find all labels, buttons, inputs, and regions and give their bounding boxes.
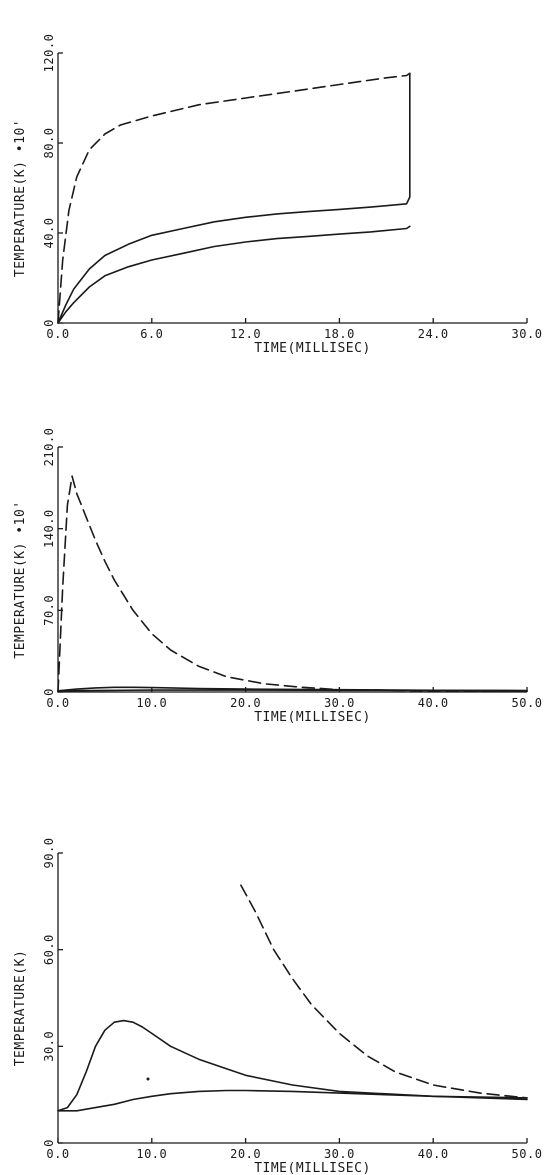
x-axis-label: TIME(MILLISEC) (254, 341, 371, 356)
x-tick-label: 50.0 (512, 696, 543, 710)
y-tick-label: 60.0 (42, 934, 56, 965)
y-tick-label: 70.0 (42, 595, 56, 626)
x-tick-label: 0.0 (46, 1147, 69, 1161)
x-tick-label: 30.0 (512, 327, 543, 341)
chart-3: 0.0 10.0 20.0 30.0 40.0 50.0 0 30.0 60.0 90.0 TIME… (13, 838, 542, 1175)
stray-mark (146, 1077, 150, 1081)
series-line-1 (57, 72, 411, 324)
x-tick-label: 0.0 (46, 696, 69, 710)
chart-1: 0.0 6.0 12.0 18.0 24.0 30.0 0 40.0 80.0 120.0 TIME… (13, 34, 542, 356)
y-axis-label: TEMPERATURE(K) •10' (13, 500, 28, 658)
y-tick-label: 30.0 (42, 1031, 56, 1062)
y-tick-label: 90.0 (42, 838, 56, 869)
series-line-3 (57, 1089, 528, 1112)
y-axis-label: TEMPERATURE(K) •10' (13, 119, 28, 277)
series-line-1 (57, 475, 528, 693)
x-tick-label: 10.0 (136, 696, 167, 710)
x-tick-label: 40.0 (418, 1147, 449, 1161)
y-axis-label: TEMPERATURE(K) (13, 950, 28, 1067)
y-tick-label: 0 (42, 688, 56, 696)
x-tick-label: 40.0 (418, 696, 449, 710)
series-line-1 (240, 884, 528, 1099)
x-axis-label: TIME(MILLISEC) (254, 710, 371, 725)
y-tick-label: 80.0 (42, 128, 56, 159)
x-tick-label: 12.0 (230, 327, 261, 341)
x-tick-label: 18.0 (324, 327, 355, 341)
x-tick-label: 30.0 (324, 1147, 355, 1161)
series-line-3 (57, 689, 528, 692)
series-line-2 (57, 72, 411, 324)
x-tick-label: 50.0 (512, 1147, 543, 1161)
y-tick-label: 120.0 (42, 34, 56, 73)
x-tick-label: 20.0 (230, 1147, 261, 1161)
y-tick-label: 140.0 (42, 509, 56, 548)
x-tick-label: 10.0 (136, 1147, 167, 1161)
y-tick-label: 210.0 (42, 428, 56, 467)
x-tick-label: 6.0 (140, 327, 163, 341)
x-tick-label: 20.0 (230, 696, 261, 710)
y-tick-label: 40.0 (42, 218, 56, 249)
x-axis-label: TIME(MILLISEC) (254, 1161, 371, 1175)
y-tick-label: 0 (42, 319, 56, 327)
x-tick-label: 24.0 (418, 327, 449, 341)
series-line-2 (57, 1019, 528, 1112)
x-tick-label: 30.0 (324, 696, 355, 710)
x-tick-label: 0.0 (46, 327, 69, 341)
y-tick-label: 0 (42, 1139, 56, 1147)
chart-2: 0.0 10.0 20.0 30.0 40.0 50.0 0 70.0 140.0 210.0 TI… (13, 428, 542, 725)
series-line-3 (57, 225, 411, 324)
